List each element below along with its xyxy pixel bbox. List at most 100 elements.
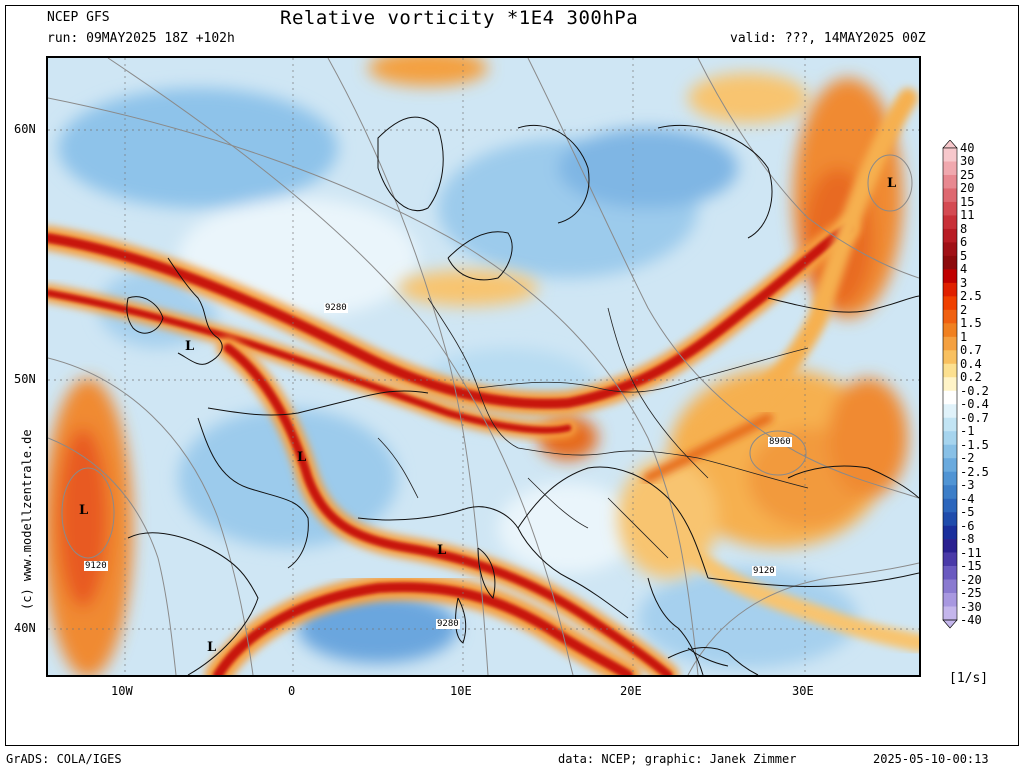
- colorbar-swatch: [943, 161, 957, 176]
- colorbar-swatch: [943, 336, 957, 351]
- colorbar-tick-label: 1.5: [960, 316, 982, 331]
- colorbar-swatch: [943, 593, 957, 607]
- colorbar-swatch: [943, 215, 957, 230]
- colorbar-tick-label: 2: [960, 302, 968, 317]
- contour-label: 9280: [324, 303, 348, 313]
- colorbar-tick-label: -5: [960, 505, 975, 520]
- colorbar-swatch: [943, 498, 957, 513]
- country-borders: [377, 297, 809, 559]
- lon-label-0: 0: [288, 684, 296, 698]
- low-marker: L: [437, 543, 447, 558]
- outer-frame: [5, 5, 1019, 746]
- colorbar-tick-label: -8: [960, 532, 975, 547]
- creation-date: 2025-05-10-00:13: [873, 752, 989, 766]
- chart-title: Relative vorticity *1E4 300hPa: [280, 7, 639, 29]
- colorbar-swatch: [943, 309, 957, 324]
- colorbar-tick-label: -25: [960, 586, 982, 601]
- colorbar-tick-label: 0.2: [960, 370, 982, 385]
- lon-label-10e: 10E: [450, 684, 472, 698]
- colorbar-tick-label: 0.7: [960, 343, 982, 358]
- colorbar-swatch: [943, 579, 957, 594]
- colorbar-tick-label: 11: [960, 208, 975, 223]
- colorbar-swatch: [943, 471, 957, 486]
- colorbar-swatch: [943, 350, 957, 365]
- colorbar-tick-label: -0.7: [960, 410, 989, 425]
- low-marker: L: [79, 503, 89, 518]
- units-label: [1/s]: [949, 671, 989, 686]
- contour-label: 9280: [436, 619, 460, 629]
- colorbar-tick-label: -1: [960, 424, 975, 439]
- colorbar-swatch: [943, 228, 957, 243]
- colorbar-swatch: [943, 404, 957, 419]
- colorbar-tick-label: 30: [960, 154, 975, 169]
- colorbar-tick-label: 1: [960, 329, 968, 344]
- colorbar-tick-label: -4: [960, 491, 975, 506]
- colorbar-swatch: [943, 431, 957, 445]
- colorbar-tick-label: 3: [960, 275, 968, 290]
- colorbar-tick-label: -30: [960, 599, 982, 614]
- colorbar-tick-label: 8: [960, 221, 968, 236]
- colorbar-swatch: [943, 377, 957, 392]
- colorbar: [942, 140, 958, 629]
- colorbar-tick-label: 25: [960, 167, 975, 182]
- colorbar-tick-label: -3: [960, 478, 975, 493]
- low-marker: L: [887, 176, 897, 191]
- vorticity-map: L L L L L L 9280 8960 9120 9120 9280: [46, 56, 921, 677]
- valid-time: valid: ???, 14MAY2025 00Z: [730, 31, 926, 46]
- colorbar-tick-label: 4: [960, 262, 968, 277]
- colorbar-swatch: [943, 255, 957, 270]
- colorbar-bottom-arrow: [942, 619, 958, 629]
- colorbar-swatch: [943, 296, 957, 311]
- colorbar-swatch: [943, 148, 957, 162]
- colorbar-swatch: [943, 282, 957, 297]
- lon-label-10w: 10W: [111, 684, 133, 698]
- lat-label-40n: 40N: [14, 621, 36, 635]
- lat-label-50n: 50N: [14, 372, 36, 386]
- colorbar-swatch: [943, 444, 957, 459]
- colorbar-tick-label: -2: [960, 451, 975, 466]
- colorbar-tick-label: -15: [960, 559, 982, 574]
- colorbar-swatch: [943, 512, 957, 526]
- colorbar-swatch: [943, 566, 957, 580]
- colorbar-swatch: [943, 552, 957, 567]
- lon-label-30e: 30E: [792, 684, 814, 698]
- colorbar-tick-label: -1.5: [960, 437, 989, 452]
- colorbar-tick-label: 20: [960, 181, 975, 196]
- colorbar-swatch: [943, 417, 957, 432]
- lat-label-60n: 60N: [14, 122, 36, 136]
- contour-label: 9120: [84, 561, 108, 571]
- vorticity-bands: [48, 88, 919, 675]
- run-info: run: 09MAY2025 18Z +102h: [47, 31, 235, 46]
- colorbar-swatch: [943, 485, 957, 499]
- model-name: NCEP GFS: [47, 10, 110, 25]
- colorbar-tick-label: -40: [960, 613, 982, 627]
- data-credit: data: NCEP; graphic: Janek Zimmer: [558, 752, 797, 766]
- colorbar-tick-label: 15: [960, 194, 975, 209]
- colorbar-swatch: [943, 242, 957, 257]
- colorbar-tick-label: 5: [960, 248, 968, 263]
- colorbar-swatch: [943, 390, 957, 405]
- colorbar-swatch: [943, 458, 957, 472]
- coastlines: [126, 116, 919, 675]
- colorbar-tick-label: -20: [960, 572, 982, 587]
- low-marker: L: [185, 339, 195, 354]
- colorbar-tick-label: 40: [960, 141, 975, 155]
- colorbar-tick-label: -0.2: [960, 383, 989, 398]
- software-credit: GrADS: COLA/IGES: [6, 752, 122, 766]
- colorbar-swatch: [943, 525, 957, 540]
- colorbar-tick-label: 2.5: [960, 289, 982, 304]
- contour-label: 8960: [768, 437, 792, 447]
- colorbar-tick-label: 6: [960, 235, 968, 250]
- low-marker: L: [207, 640, 217, 655]
- colorbar-swatch: [943, 363, 957, 378]
- colorbar-top-arrow: [942, 140, 958, 149]
- colorbar-tick-label: -6: [960, 518, 975, 533]
- colorbar-swatch: [943, 606, 957, 621]
- low-marker: L: [297, 450, 307, 465]
- colorbar-swatch: [943, 201, 957, 216]
- contour-label: 9120: [752, 566, 776, 576]
- colorbar-tick-label: -0.4: [960, 397, 989, 412]
- colorbar-swatch: [943, 269, 957, 284]
- credit-text: (c) www.modellzentrale.de: [20, 429, 34, 610]
- colorbar-border: [942, 147, 958, 621]
